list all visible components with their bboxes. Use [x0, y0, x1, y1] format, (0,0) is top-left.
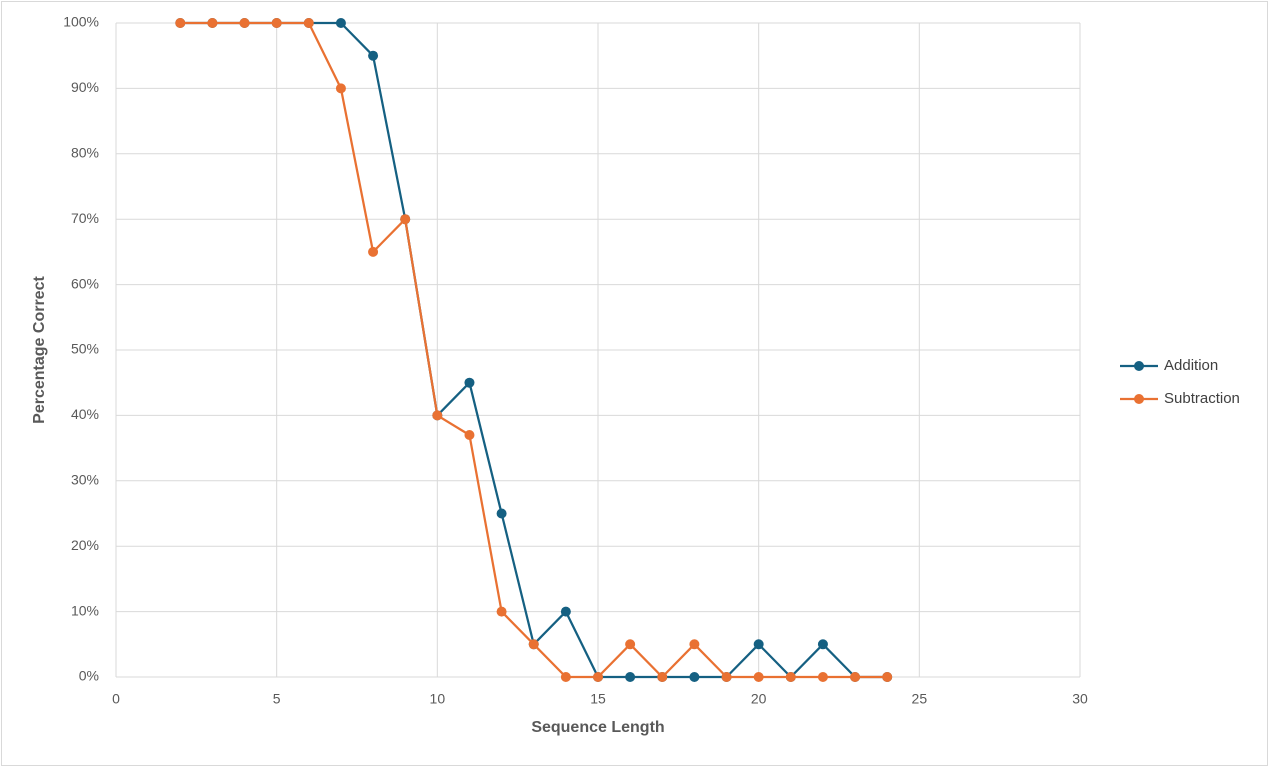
point — [850, 672, 861, 682]
legend-marker — [1134, 361, 1144, 371]
point — [271, 18, 282, 28]
point — [657, 672, 668, 682]
y-axis-title: Percentage Correct — [31, 276, 48, 424]
point — [207, 18, 218, 28]
y-tick-label: 0% — [79, 668, 99, 684]
y-tick-label: 100% — [63, 14, 99, 30]
x-tick-label: 10 — [430, 691, 446, 707]
point — [432, 410, 443, 421]
x-tick-label: 5 — [273, 691, 281, 707]
point — [753, 639, 764, 650]
x-tick-label: 20 — [751, 691, 767, 707]
point — [689, 672, 700, 682]
point — [753, 672, 764, 682]
point — [368, 50, 379, 61]
x-tick-label: 30 — [1072, 691, 1088, 707]
legend-label: Subtraction — [1164, 390, 1240, 407]
x-tick-label: 25 — [912, 691, 928, 707]
point — [496, 606, 507, 617]
point — [560, 672, 571, 682]
point — [335, 18, 346, 28]
y-tick-label: 10% — [71, 602, 99, 618]
point — [785, 672, 796, 682]
point — [464, 377, 475, 388]
x-tick-label: 15 — [590, 691, 606, 707]
point — [560, 606, 571, 617]
y-tick-label: 60% — [71, 275, 99, 291]
point — [303, 18, 314, 28]
legend-marker — [1134, 394, 1144, 404]
x-axis-title: Sequence Length — [531, 719, 664, 736]
y-tick-label: 80% — [71, 145, 99, 161]
y-tick-label: 70% — [71, 210, 99, 226]
y-tick-label: 30% — [71, 472, 99, 488]
point — [239, 18, 250, 28]
point — [817, 639, 828, 650]
point — [368, 246, 379, 257]
y-tick-label: 40% — [71, 406, 99, 422]
x-tick-label: 0 — [112, 691, 120, 707]
y-tick-label: 50% — [71, 341, 99, 357]
point — [528, 639, 539, 650]
point — [464, 430, 475, 441]
y-tick-label: 90% — [71, 79, 99, 95]
point — [175, 18, 186, 28]
legend-label: Addition — [1164, 357, 1218, 374]
point — [721, 672, 732, 682]
point — [496, 508, 507, 519]
point — [593, 672, 603, 682]
point — [689, 639, 700, 650]
point — [817, 672, 828, 682]
point — [335, 83, 346, 94]
y-tick-label: 20% — [71, 537, 99, 553]
point — [400, 214, 411, 225]
point — [625, 639, 636, 650]
point — [882, 672, 893, 682]
point — [625, 672, 636, 682]
